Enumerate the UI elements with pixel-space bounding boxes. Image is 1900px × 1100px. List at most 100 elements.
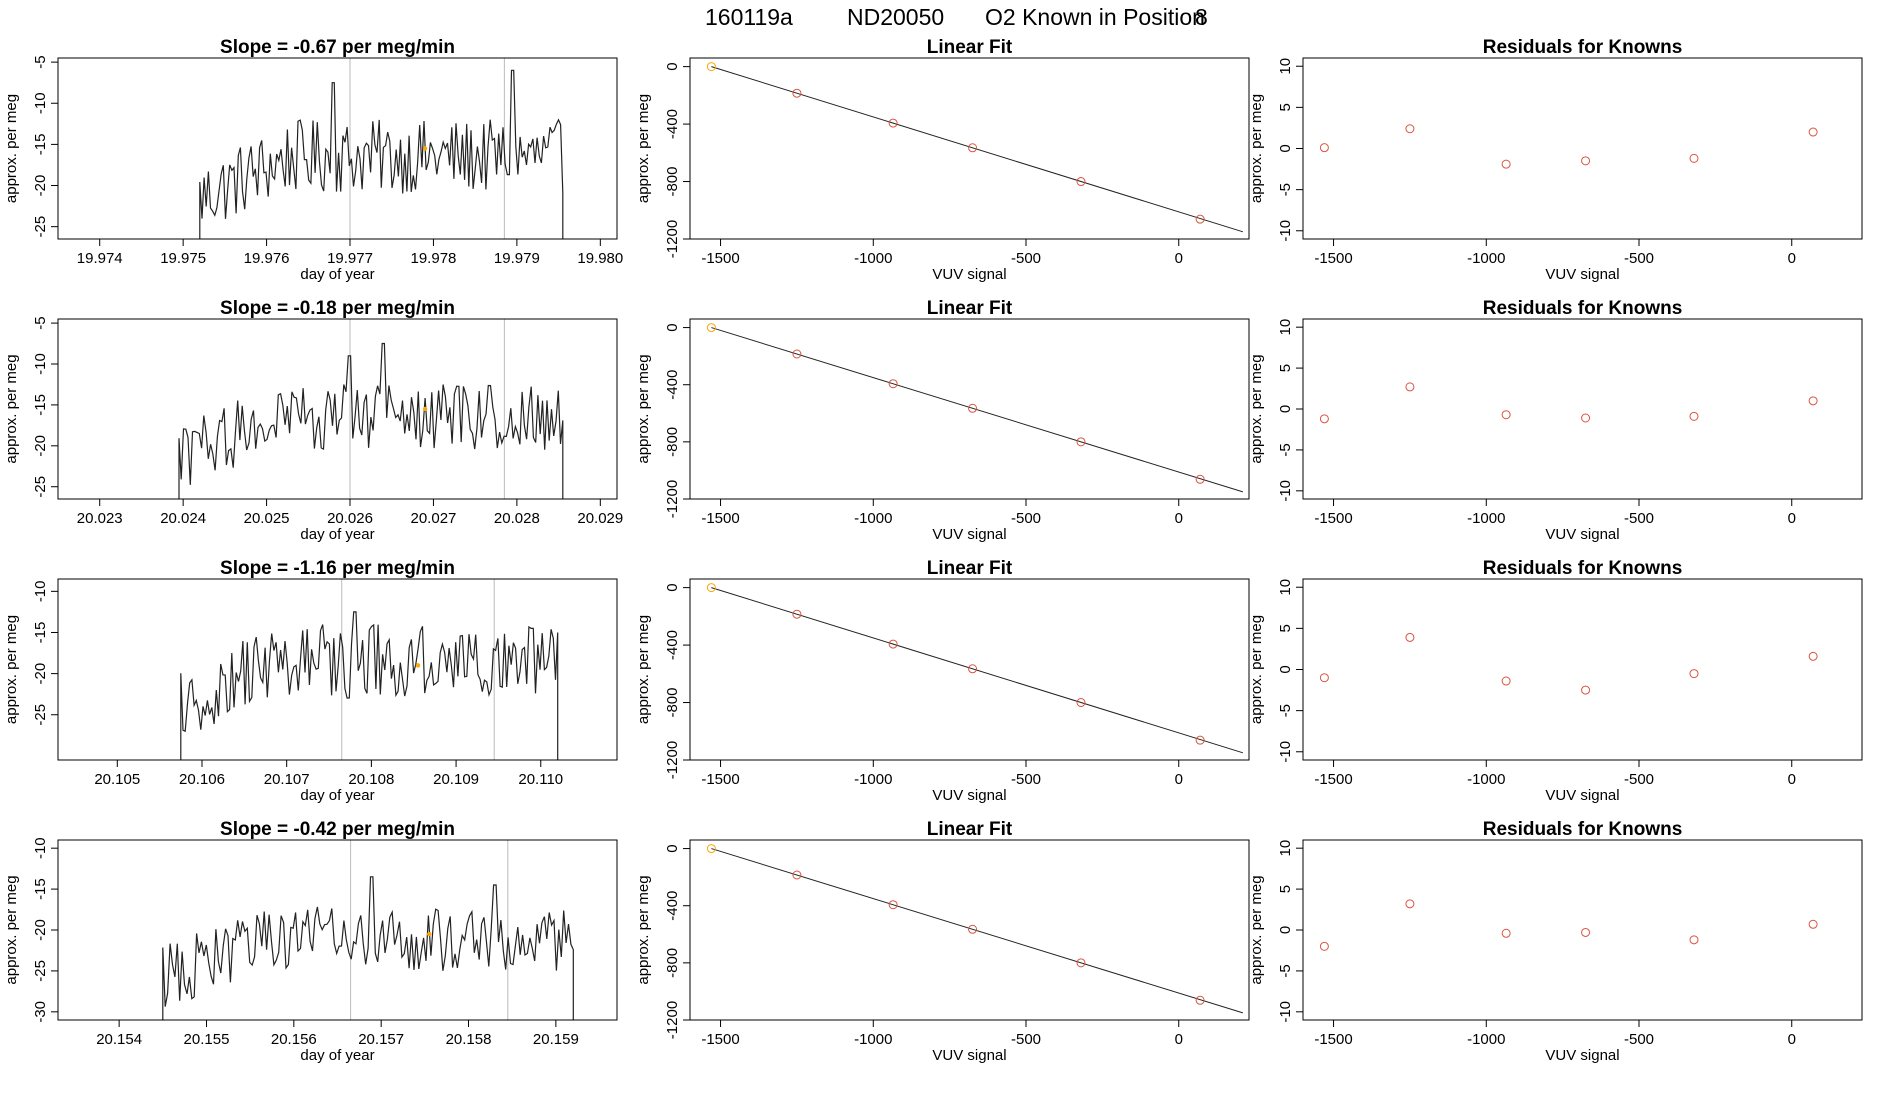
x-tick-label: 20.110 [518, 771, 563, 788]
data-point [706, 844, 716, 854]
x-tick-label: 20.023 [77, 510, 123, 527]
highlight-point [415, 663, 421, 668]
x-tick-label: 19.978 [411, 250, 457, 267]
y-tick-label: -1200 [664, 1001, 681, 1039]
data-point [1195, 735, 1205, 745]
data-point [1195, 995, 1205, 1005]
plot-frame [1302, 839, 1863, 1021]
x-tick-label: 19.976 [244, 250, 290, 267]
x-tick-label: -1500 [701, 1031, 739, 1048]
x-tick-label: 20.024 [160, 510, 206, 527]
y-tick-label: -400 [664, 370, 681, 400]
y-tick-label: 5 [1277, 885, 1294, 893]
y-tick-label: -400 [664, 630, 681, 660]
panels: Slope = -0.67 per meg/min 19.974 19.975 19.… [3, 37, 1863, 1064]
x-tick-label: -1000 [1467, 510, 1505, 527]
data-point [1076, 177, 1086, 187]
plot-area [706, 323, 1244, 493]
y-tick-label: 0 [664, 62, 681, 70]
y-tick-label: -10 [32, 837, 49, 859]
panel-timeseries-row-4: Slope = -0.42 per meg/min 20.154 20.155 20.… [3, 819, 618, 1064]
y-tick-label: -25 [32, 960, 49, 982]
y-tick-label: -15 [32, 878, 49, 900]
x-tick-label: 0 [1175, 510, 1183, 527]
y-tick-label: -10 [32, 92, 49, 114]
data-point [1808, 396, 1818, 406]
plot-area [1319, 632, 1818, 695]
x-tick-label: -1000 [854, 510, 892, 527]
x-tick-label: 0 [1788, 1031, 1796, 1048]
y-tick-label: -1200 [664, 220, 681, 258]
x-tick-label: 20.025 [244, 510, 290, 527]
panel-title: Residuals for Knowns [1483, 298, 1683, 319]
panel-fit-row-1: Linear Fit -1500 -1000 -500 0 0 -400 -800 -1200 V… [635, 37, 1250, 283]
y-tick-label: -5 [1277, 443, 1294, 456]
x-axis-label: VUV signal [932, 787, 1006, 804]
plot-frame [57, 318, 618, 500]
data-point [1501, 159, 1511, 169]
x-axis-label: VUV signal [1545, 526, 1619, 543]
x-tick-label: 19.974 [77, 250, 123, 267]
fit-line [711, 327, 1244, 493]
x-tick-label: 20.108 [348, 771, 394, 788]
plot-frame [57, 839, 618, 1021]
y-axis-label: approx. per meg [3, 354, 20, 463]
y-tick-label: -800 [664, 427, 681, 457]
x-tick-label: -1500 [1314, 1031, 1352, 1048]
y-tick-label: -10 [32, 353, 49, 375]
y-tick-label: 0 [1277, 926, 1294, 934]
y-tick-label: -800 [664, 688, 681, 718]
data-point [1076, 437, 1086, 447]
x-tick-label: -1000 [854, 1031, 892, 1048]
x-tick-label: 20.156 [271, 1031, 317, 1048]
x-tick-label: -500 [1624, 771, 1654, 788]
data-point [968, 143, 978, 153]
data-point [1581, 413, 1591, 423]
panel-fit-row-2: Linear Fit -1500 -1000 -500 0 0 -400 -800 -1200 V… [635, 298, 1250, 543]
title-run-id: 160119a [705, 4, 793, 30]
y-tick-label: 5 [1277, 624, 1294, 632]
y-tick-label: -10 [1277, 741, 1294, 763]
figure-title: 160119a ND20050 O2 Known in Position 8 [705, 4, 1208, 30]
x-axis-label: VUV signal [1545, 1047, 1619, 1064]
fit-line [711, 587, 1244, 754]
y-tick-label: -1200 [664, 741, 681, 779]
y-tick-label: -15 [32, 622, 49, 644]
plot-frame [57, 57, 618, 240]
fit-line [711, 66, 1244, 233]
y-tick-label: -30 [32, 1001, 49, 1023]
y-tick-label: 5 [1277, 103, 1294, 111]
x-axis-label: day of year [300, 526, 374, 543]
x-tick-label: 20.157 [358, 1031, 404, 1048]
y-tick-label: -25 [32, 704, 49, 726]
panel-residuals-row-2: Residuals for Knowns -1500 -1000 -500 0 10 5 0 -… [1248, 298, 1863, 543]
x-tick-label: 20.029 [577, 510, 623, 527]
y-axis-label: approx. per meg [1248, 615, 1265, 724]
plot-area [1319, 382, 1818, 424]
data-point [1808, 127, 1818, 137]
data-point [1689, 411, 1699, 421]
y-tick-label: -10 [1277, 480, 1294, 502]
plot-frame [1302, 318, 1863, 500]
data-point [706, 62, 716, 72]
x-tick-label: -1500 [701, 250, 739, 267]
y-axis-label: approx. per meg [1248, 354, 1265, 463]
panel-title: Linear Fit [927, 558, 1013, 579]
data-point [1405, 382, 1415, 392]
data-point [1195, 474, 1205, 484]
y-tick-label: -400 [664, 109, 681, 139]
x-tick-label: 20.158 [446, 1031, 492, 1048]
y-tick-label: -10 [1277, 220, 1294, 242]
data-point [1319, 143, 1329, 153]
x-tick-label: 20.155 [184, 1031, 230, 1048]
data-point [1319, 673, 1329, 683]
x-tick-label: 19.977 [327, 250, 373, 267]
panel-timeseries-row-3: Slope = -1.16 per meg/min 20.105 20.106 20.… [3, 558, 618, 804]
data-point [1581, 685, 1591, 695]
data-point [1501, 676, 1511, 686]
x-axis-label: day of year [300, 266, 374, 283]
x-tick-label: -1500 [1314, 510, 1352, 527]
y-axis-label: approx. per meg [3, 94, 20, 203]
x-tick-label: -1000 [1467, 250, 1505, 267]
